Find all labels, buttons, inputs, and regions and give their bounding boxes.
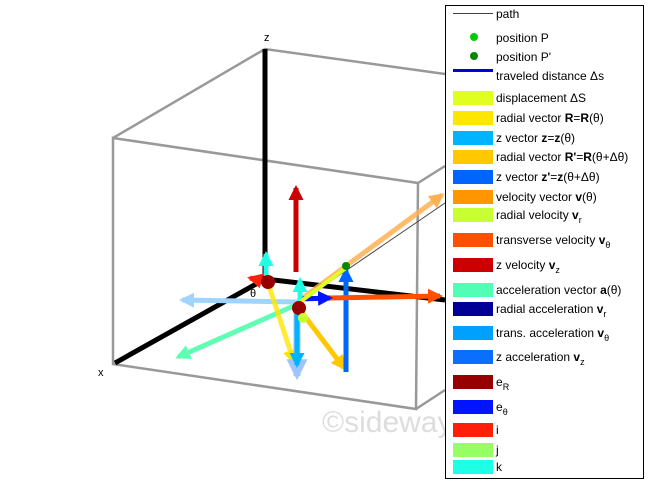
legend-label: radial vector R'=R(θ+Δθ)	[496, 150, 629, 164]
legend-item-acceleration-vector: acceleration vector a(θ)	[446, 283, 644, 303]
legend-label: traveled distance Δs	[496, 69, 605, 83]
legend-label: displacement ΔS	[496, 91, 587, 105]
legend-item-z-vector-prime: z vector z'=z(θ+Δθ)	[446, 170, 644, 190]
legend-label: radial velocity vr	[496, 208, 582, 225]
legend-item-e-theta: eθ	[446, 400, 644, 420]
legend-label: eR	[496, 375, 510, 392]
legend-label: k	[496, 460, 502, 474]
legend-swatch	[453, 208, 493, 222]
box-edge	[417, 164, 446, 185]
theta-label: θ	[250, 288, 257, 300]
legend-swatch	[453, 460, 493, 474]
legend-swatch	[453, 131, 493, 145]
legend-item-radial-acceleration: radial acceleration vr	[446, 302, 644, 322]
x-axis	[113, 276, 267, 366]
legend-swatch	[453, 233, 493, 247]
legend-label: radial acceleration vr	[496, 302, 607, 319]
legend-item-z-velocity: z velocity vz	[446, 258, 644, 278]
legend-swatch	[453, 170, 493, 184]
radial-vector-arrow	[265, 282, 298, 365]
legend-item-traveled-distance: traveled distance Δs	[446, 69, 644, 89]
transverse-velocity-arrow	[329, 288, 443, 304]
legend-swatch	[453, 375, 493, 389]
legend-label: position P'	[496, 50, 551, 64]
displacement-line	[298, 266, 348, 304]
legend-swatch	[453, 13, 493, 14]
box-edge	[415, 388, 446, 411]
legend-item-e-r: eR	[446, 375, 644, 395]
box-back-top-edges	[112, 47, 446, 140]
legend-swatch	[453, 111, 493, 125]
legend-label: eθ	[496, 400, 508, 417]
e-r-marker	[261, 275, 275, 289]
legend-item-path: path	[446, 7, 644, 33]
legend-swatch	[453, 443, 493, 457]
legend: path position P position P' traveled distan…	[445, 5, 644, 479]
legend-swatch	[453, 326, 493, 340]
legend-item-position-p-prime: position P'	[446, 50, 644, 70]
legend-label: z vector z'=z(θ+Δθ)	[496, 170, 600, 184]
legend-swatch	[453, 91, 493, 105]
legend-item-radial-vector-prime: radial vector R'=R(θ+Δθ)	[446, 150, 644, 170]
legend-item-position-p: position P	[446, 31, 644, 51]
legend-item-j: j	[446, 443, 644, 463]
legend-label: path	[496, 7, 520, 21]
legend-label: velocity vector v(θ)	[496, 190, 597, 204]
trans-acceleration-arrow	[179, 292, 299, 308]
e-r-prime-marker	[292, 301, 306, 315]
legend-label: transverse velocity vθ	[496, 233, 611, 250]
legend-item-z-acceleration: z acceleration vz	[446, 350, 644, 370]
z-axis-label: z	[264, 32, 270, 44]
legend-item-displacement: displacement ΔS	[446, 91, 644, 111]
position-p-prime-dot	[342, 262, 350, 270]
legend-item-trans-acceleration: trans. acceleration vθ	[446, 326, 644, 346]
legend-label: j	[496, 443, 499, 457]
legend-label: z velocity vz	[496, 258, 560, 275]
radial-velocity-marker	[298, 313, 308, 323]
legend-swatch	[453, 150, 493, 164]
legend-label: z acceleration vz	[496, 350, 585, 367]
legend-item-velocity-vector: velocity vector v(θ)	[446, 190, 644, 210]
legend-swatch	[453, 69, 493, 72]
legend-swatch	[470, 33, 478, 41]
legend-label: radial vector R=R(θ)	[496, 111, 604, 125]
legend-swatch	[453, 190, 493, 204]
watermark: ©sideway	[322, 406, 453, 439]
legend-swatch	[470, 52, 478, 60]
legend-item-radial-vector: radial vector R=R(θ)	[446, 111, 644, 131]
legend-label: acceleration vector a(θ)	[496, 283, 622, 297]
legend-swatch	[453, 423, 493, 437]
legend-item-k: k	[446, 460, 644, 480]
legend-label: z vector z=z(θ)	[496, 131, 576, 145]
legend-label: position P	[496, 31, 549, 45]
legend-swatch	[453, 400, 493, 414]
legend-item-z-vector: z vector z=z(θ)	[446, 131, 644, 151]
legend-item-transverse-velocity: transverse velocity vθ	[446, 233, 644, 253]
legend-swatch	[453, 258, 493, 272]
legend-item-radial-velocity: radial velocity vr	[446, 208, 644, 228]
x-axis-label: x	[98, 367, 104, 379]
legend-label: trans. acceleration vθ	[496, 326, 610, 343]
legend-label: i	[496, 423, 499, 437]
legend-swatch	[453, 350, 493, 364]
legend-swatch	[453, 302, 493, 316]
legend-item-i: i	[446, 423, 644, 443]
legend-swatch	[453, 283, 493, 297]
